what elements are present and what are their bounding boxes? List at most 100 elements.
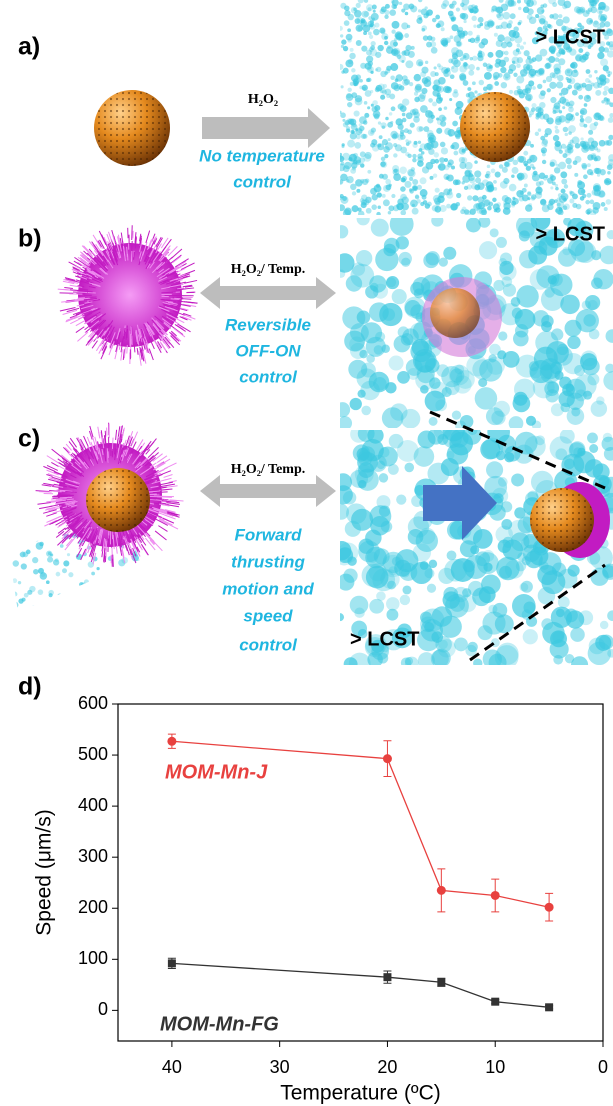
particle xyxy=(549,14,554,19)
particle xyxy=(146,556,152,562)
particle xyxy=(556,52,561,57)
particle xyxy=(456,202,460,206)
particle xyxy=(550,174,554,178)
particle xyxy=(356,3,361,8)
particle xyxy=(569,77,576,84)
particle xyxy=(580,110,585,115)
particle xyxy=(31,502,36,507)
particle xyxy=(556,19,564,27)
particle xyxy=(588,137,594,143)
particle xyxy=(604,86,609,91)
particle xyxy=(474,90,477,93)
x-tick-label: 20 xyxy=(377,1057,397,1077)
particle xyxy=(384,154,388,158)
caption: motion and xyxy=(222,579,314,598)
particle xyxy=(556,81,563,88)
particle xyxy=(350,82,354,86)
particle xyxy=(338,204,345,211)
hair xyxy=(78,292,87,293)
particle xyxy=(550,159,557,166)
particle xyxy=(335,548,353,566)
particle xyxy=(385,179,391,185)
particle xyxy=(574,69,578,73)
particle xyxy=(606,329,613,343)
particle xyxy=(457,29,460,32)
particle xyxy=(431,47,438,54)
particle xyxy=(423,253,438,268)
particle xyxy=(441,3,447,9)
particle xyxy=(371,219,389,237)
particle xyxy=(608,135,613,140)
particle xyxy=(460,3,464,7)
particle xyxy=(609,113,613,118)
particle xyxy=(586,95,590,99)
particle xyxy=(511,204,515,208)
marker xyxy=(168,959,176,967)
particle xyxy=(448,11,454,17)
particle xyxy=(467,184,472,189)
particle xyxy=(107,574,114,581)
particle xyxy=(607,610,613,621)
particle xyxy=(386,184,392,190)
particle xyxy=(605,101,609,105)
particle xyxy=(368,61,374,67)
particle xyxy=(478,202,485,209)
particle xyxy=(371,127,376,132)
particle xyxy=(520,583,529,592)
particle xyxy=(444,165,449,170)
particle xyxy=(111,587,116,592)
particle xyxy=(338,416,352,430)
particle xyxy=(337,270,345,278)
particle xyxy=(499,0,504,3)
particle xyxy=(421,609,444,632)
particle xyxy=(549,82,556,89)
particle xyxy=(429,417,438,426)
hair xyxy=(149,349,153,360)
particle xyxy=(585,52,590,57)
particle xyxy=(371,13,379,21)
particle xyxy=(449,188,452,191)
particle xyxy=(405,12,409,16)
particle xyxy=(357,311,371,325)
particle xyxy=(432,102,437,107)
particle xyxy=(509,184,517,192)
particle xyxy=(20,538,27,545)
particle xyxy=(563,203,569,209)
particle xyxy=(382,407,404,429)
y-tick-label: 300 xyxy=(78,846,108,866)
hair xyxy=(46,513,56,516)
particle xyxy=(475,387,498,410)
particle xyxy=(338,156,344,162)
particle xyxy=(461,181,464,184)
particle xyxy=(567,164,572,169)
particle xyxy=(607,230,613,239)
particle xyxy=(479,241,497,259)
hair xyxy=(137,348,138,355)
particle xyxy=(431,214,443,226)
particle xyxy=(410,123,415,128)
particle xyxy=(436,128,442,134)
particle xyxy=(433,173,437,177)
x-tick-label: 30 xyxy=(270,1057,290,1077)
particle xyxy=(63,560,69,566)
particle xyxy=(578,95,583,100)
particle xyxy=(561,179,567,185)
particle xyxy=(380,95,385,100)
particle xyxy=(8,615,16,623)
particle xyxy=(355,179,362,186)
particle xyxy=(435,188,440,193)
particle xyxy=(535,106,541,112)
particle xyxy=(573,447,582,456)
particle xyxy=(595,635,611,651)
particle xyxy=(556,609,565,618)
particle xyxy=(528,203,532,207)
particle xyxy=(540,199,546,205)
particle xyxy=(532,86,536,90)
particle xyxy=(604,207,608,211)
particle xyxy=(454,365,464,375)
particle xyxy=(420,189,428,197)
particle xyxy=(114,600,121,607)
particle xyxy=(591,400,607,416)
particle xyxy=(475,551,490,566)
particle xyxy=(431,631,443,643)
